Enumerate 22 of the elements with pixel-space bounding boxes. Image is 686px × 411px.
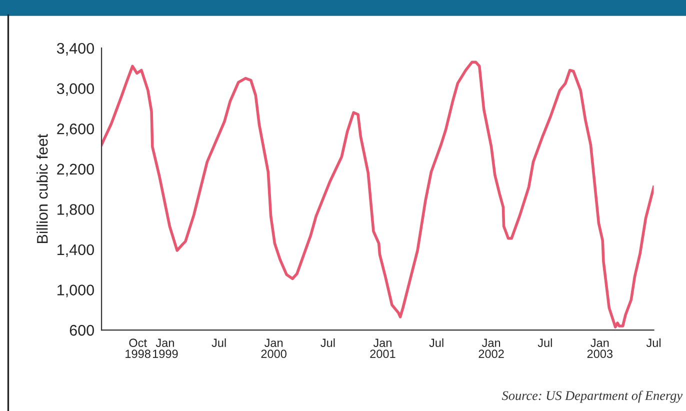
x-tick-label: Jul (429, 338, 444, 348)
x-tick-label: Jan 2001 (370, 338, 396, 358)
x-tick-label: Jan 2000 (261, 338, 286, 358)
y-tick-label: 1,800 (58, 204, 94, 217)
x-tick-label: Oct 1998 (126, 338, 150, 358)
source-note: Source: US Department of Energy (502, 390, 683, 403)
y-tick-label: 3,000 (56, 83, 94, 96)
y-tick-label: 1,000 (58, 284, 94, 298)
y-tick-label: 2,600 (57, 124, 94, 136)
x-tick-label: Jul (646, 338, 661, 348)
x-tick-label: Jan 2003 (587, 338, 613, 358)
line-series (102, 60, 654, 328)
x-tick-label: Jul (212, 338, 226, 348)
y-tick-label: 3,400 (56, 42, 94, 56)
y-tick-label: 600 (70, 324, 94, 336)
x-tick-label: Jul (538, 338, 552, 348)
y-axis-title: Billion cubic feet (36, 134, 48, 244)
y-tick-label: 1,400 (58, 244, 94, 257)
x-tick-label: Jan 1999 (152, 338, 178, 358)
x-tick-label: Jan 2002 (478, 338, 504, 358)
y-tick-label: 2,200 (57, 164, 94, 176)
x-tick-label: Jul (320, 338, 335, 348)
